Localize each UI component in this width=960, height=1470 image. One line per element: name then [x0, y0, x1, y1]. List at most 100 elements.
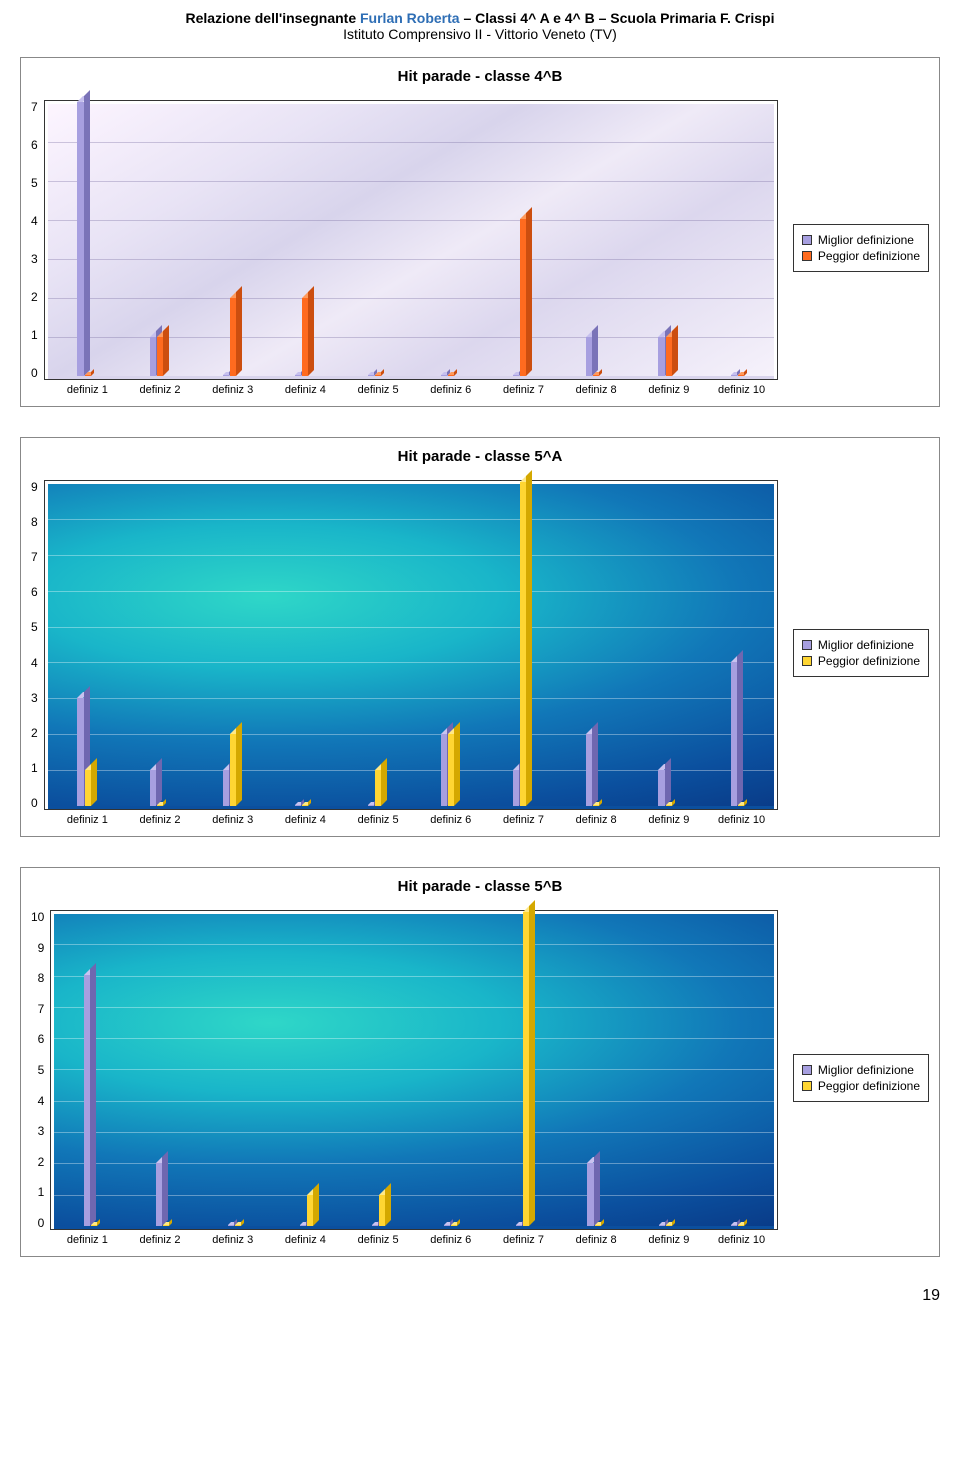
bar-group	[120, 770, 193, 806]
y-tick: 4	[31, 214, 38, 228]
x-label: definiz 2	[124, 384, 197, 396]
x-label: definiz 10	[705, 1234, 778, 1246]
y-tick: 5	[38, 1063, 45, 1077]
bar-group	[126, 1163, 198, 1226]
bar	[441, 375, 447, 376]
page-header: Relazione dell'insegnante Furlan Roberta…	[20, 10, 940, 42]
bar-group	[193, 298, 266, 376]
x-label: definiz 8	[560, 1234, 633, 1246]
bar	[444, 1225, 450, 1226]
bar	[157, 337, 163, 376]
x-label: definiz 6	[414, 384, 487, 396]
legend-label: Miglior definizione	[818, 638, 914, 652]
bar-group	[266, 298, 339, 376]
chart-plot	[44, 480, 778, 810]
chart-legend: Miglior definizione Peggior definizione	[778, 910, 929, 1246]
y-tick: 9	[38, 941, 45, 955]
bar	[731, 1225, 737, 1226]
y-tick: 0	[38, 1216, 45, 1230]
bar	[523, 912, 529, 1226]
x-label: definiz 4	[269, 384, 342, 396]
bar-group	[198, 1225, 270, 1226]
chart-plot	[44, 100, 778, 380]
bar-group	[629, 770, 702, 806]
x-label: definiz 3	[196, 384, 269, 396]
legend-label: Miglior definizione	[818, 1063, 914, 1077]
bar	[372, 1225, 378, 1226]
bar	[228, 1225, 234, 1226]
x-label: definiz 10	[705, 384, 778, 396]
y-tick: 10	[31, 910, 44, 924]
bar	[163, 1225, 169, 1226]
bar-group	[483, 219, 556, 376]
legend-swatch	[802, 251, 812, 261]
y-tick: 7	[31, 100, 38, 114]
bar-group	[270, 1195, 342, 1226]
bar	[658, 770, 664, 806]
bar	[368, 805, 374, 806]
x-label: definiz 10	[705, 814, 778, 826]
chart-title: Hit parade - classe 5^B	[31, 878, 929, 895]
y-tick: 5	[31, 176, 38, 190]
x-label: definiz 6	[414, 1234, 487, 1246]
bar	[85, 770, 91, 806]
y-tick: 8	[31, 515, 38, 529]
bar	[150, 337, 156, 376]
bar	[368, 375, 374, 376]
bar-group	[338, 770, 411, 806]
bar	[230, 298, 236, 376]
bar	[448, 734, 454, 806]
legend-item: Peggior definizione	[802, 654, 920, 668]
bar-group	[486, 912, 558, 1226]
bar	[295, 805, 301, 806]
bar	[513, 375, 519, 376]
bar-group	[342, 1195, 414, 1226]
x-label: definiz 4	[269, 1234, 342, 1246]
bar	[666, 1225, 672, 1226]
bar-group	[338, 375, 411, 376]
bar	[230, 734, 236, 806]
legend-swatch	[802, 235, 812, 245]
legend-swatch	[802, 640, 812, 650]
bar-group	[701, 375, 774, 376]
bar-group	[701, 662, 774, 806]
y-tick: 3	[31, 691, 38, 705]
bar	[659, 1225, 665, 1226]
bar	[156, 1163, 162, 1226]
legend-swatch	[802, 656, 812, 666]
legend-label: Miglior definizione	[818, 233, 914, 247]
legend-item: Miglior definizione	[802, 233, 920, 247]
bar-group	[411, 375, 484, 376]
chart-title: Hit parade - classe 4^B	[31, 68, 929, 85]
y-tick: 0	[31, 796, 38, 810]
bar	[157, 805, 163, 806]
legend-swatch	[802, 1081, 812, 1091]
bar	[451, 1225, 457, 1226]
y-tick: 0	[31, 366, 38, 380]
y-tick: 6	[31, 138, 38, 152]
bar-group	[556, 734, 629, 806]
bar-group	[48, 698, 121, 806]
bar	[223, 770, 229, 806]
bar	[731, 662, 737, 806]
bar	[300, 1225, 306, 1226]
y-tick: 5	[31, 620, 38, 634]
bar-group	[193, 734, 266, 806]
x-label: definiz 9	[633, 814, 706, 826]
bar	[223, 375, 229, 376]
y-tick: 3	[38, 1124, 45, 1138]
bar	[375, 770, 381, 806]
x-label: definiz 8	[560, 814, 633, 826]
bar-group	[411, 734, 484, 806]
bar	[307, 1195, 313, 1226]
bar-group	[120, 337, 193, 376]
x-label: definiz 1	[51, 384, 124, 396]
bar	[731, 375, 737, 376]
bar-group	[483, 482, 556, 806]
bar-group	[266, 805, 339, 806]
bar	[295, 375, 301, 376]
legend-item: Peggior definizione	[802, 1079, 920, 1093]
y-tick: 3	[31, 252, 38, 266]
legend-label: Peggior definizione	[818, 654, 920, 668]
bar	[595, 1225, 601, 1226]
